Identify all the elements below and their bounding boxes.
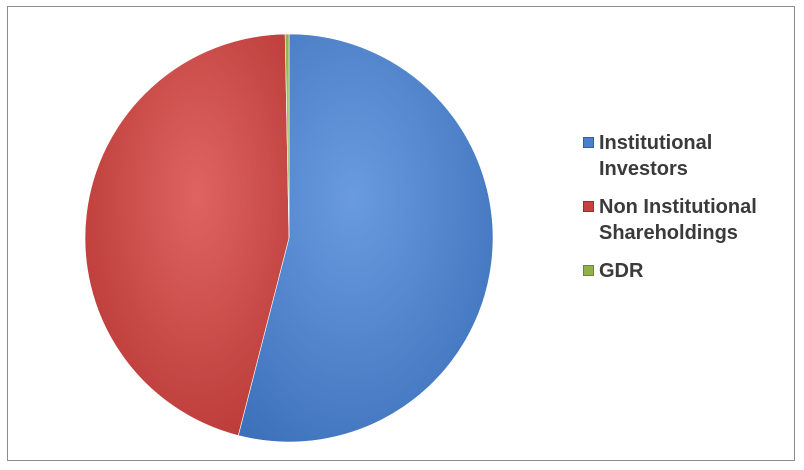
pie-slice-institutional-investors (237, 33, 494, 443)
pie-slice-non-institutional-shareholdings (84, 33, 290, 436)
legend-swatch-institutional-investors (583, 137, 594, 148)
legend-item-institutional-investors: Institutional Investors (583, 130, 798, 182)
legend-item-non-institutional-shareholdings: Non Institutional Shareholdings (583, 194, 798, 246)
pie-slice-gdr (284, 33, 290, 239)
legend-label-institutional-investors: Institutional Investors (599, 132, 713, 180)
legend-item-gdr: GDR (583, 258, 798, 284)
legend-swatch-non-institutional-shareholdings (583, 201, 594, 212)
legend-label-non-institutional-shareholdings: Non Institutional Shareholdings (599, 196, 757, 244)
legend-label-gdr: GDR (599, 260, 644, 282)
legend-swatch-gdr (583, 265, 594, 276)
legend: Institutional Investors Non Institutiona… (583, 130, 798, 296)
